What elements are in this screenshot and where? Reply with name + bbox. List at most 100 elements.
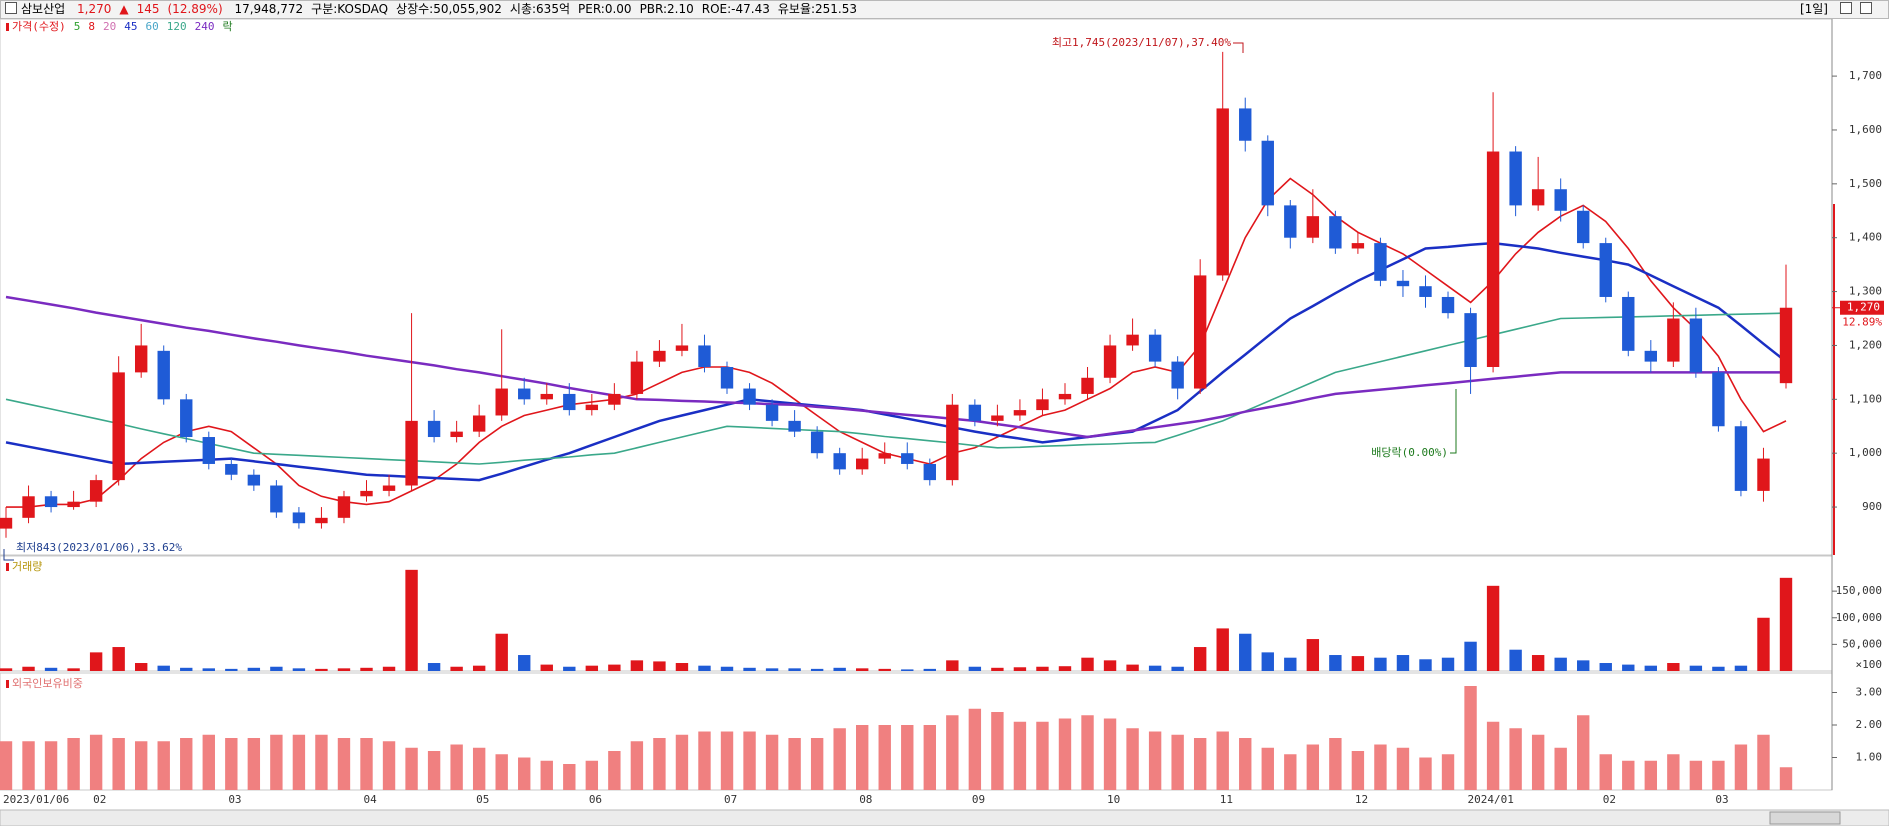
candle-body — [270, 485, 283, 513]
candle-body — [1757, 458, 1770, 491]
y-tick-label: 150,000 — [1836, 584, 1882, 597]
x-tick-label: 08 — [859, 793, 872, 806]
volume-bar — [202, 668, 215, 671]
close[interactable] — [1860, 2, 1872, 14]
candle-body — [495, 388, 508, 416]
foreign-bar — [788, 738, 801, 790]
arrow: ▲ — [119, 2, 129, 16]
high-arrow — [1233, 42, 1244, 53]
foreign-bar — [1036, 721, 1049, 790]
candle-body — [946, 404, 959, 481]
cap: 시총:635억 — [509, 2, 570, 16]
volume-bar — [833, 667, 846, 671]
candle-body — [157, 350, 170, 400]
x-tick-label: 06 — [589, 793, 602, 806]
foreign-bar — [1577, 715, 1590, 790]
foreign-bar — [585, 760, 599, 790]
candle-body — [1622, 296, 1635, 351]
legend-swatch — [6, 680, 9, 688]
candle-body — [292, 512, 306, 524]
candle-body — [878, 453, 891, 459]
candle-body — [698, 345, 711, 367]
candle-body — [1599, 243, 1612, 297]
legend-entry: 45 — [124, 20, 137, 33]
dividend-annotation: 배당락(0.00%) — [1371, 446, 1448, 459]
foreign-bar — [1779, 767, 1793, 790]
foreign-bar — [1261, 747, 1274, 790]
volume-bar — [1374, 657, 1387, 671]
volume-bar — [1193, 647, 1207, 671]
volume-bar — [1757, 617, 1770, 671]
foreign-bar — [720, 731, 734, 790]
volume-bar — [653, 661, 666, 671]
foreign-bar — [923, 725, 936, 790]
candle-body — [44, 496, 58, 508]
candle-body — [1734, 426, 1748, 491]
volume-bar — [1644, 665, 1658, 671]
volume-bar — [427, 663, 441, 671]
candle-body — [1351, 243, 1365, 249]
change: 145 — [136, 2, 160, 16]
stock-name: 삼보산업 — [21, 2, 66, 16]
volume-bar — [518, 655, 531, 671]
candle-body — [1284, 205, 1297, 238]
header-bar: 삼보산업 1,270 ▲ 145 (12.89%) 17,948,772 구분:KOSD… — [0, 0, 1889, 19]
volume-bar — [1261, 652, 1274, 671]
volume-bar — [810, 668, 824, 671]
volume-bar — [608, 664, 621, 671]
candle-body — [1171, 361, 1184, 389]
volume-bar — [1712, 666, 1725, 671]
scroll-thumb[interactable] — [1769, 811, 1841, 825]
foreign-bar — [270, 734, 283, 790]
volume-bar — [337, 668, 351, 671]
volume-bar — [450, 666, 463, 671]
candle-body — [1126, 334, 1139, 346]
volume-bar — [788, 668, 801, 671]
foreign-bar — [67, 738, 80, 790]
volume-bar — [1171, 666, 1184, 671]
x-tick-label: 02 — [1603, 793, 1616, 806]
foreign-bar — [968, 708, 982, 790]
candle-body — [405, 420, 418, 486]
checkbox[interactable] — [5, 2, 17, 14]
candle-body — [1329, 216, 1342, 249]
volume-bar — [1509, 649, 1522, 671]
candle-body — [202, 437, 215, 464]
candle-body — [180, 399, 193, 438]
x-tick-label: 11 — [1220, 793, 1233, 806]
volume-bar — [1667, 663, 1680, 671]
foreign-bar — [1622, 760, 1635, 790]
foreign-bar — [450, 744, 463, 790]
foreign-bar — [1374, 744, 1387, 790]
volume-bar — [180, 667, 193, 671]
volume-bar — [901, 669, 914, 671]
foreign-bar — [1351, 751, 1365, 790]
candle-body — [337, 496, 351, 518]
volume-bar — [1622, 664, 1635, 671]
volume-bar — [112, 647, 125, 671]
volume-bar — [765, 668, 779, 671]
period[interactable]: [1일] — [1799, 2, 1828, 16]
low-annotation: 최저843(2023/01/06),33.62% — [16, 541, 182, 554]
foreign-bar — [1419, 757, 1432, 790]
price-tag — [1840, 300, 1884, 315]
panel-title: 거래량 — [12, 560, 42, 573]
volume-bar — [134, 663, 148, 671]
volume-bar — [1239, 633, 1252, 671]
foreign-bar — [427, 751, 441, 790]
volume-bar — [1577, 660, 1590, 671]
candle-body — [472, 415, 486, 432]
legend-entry: 5 — [74, 20, 81, 33]
foreign-bar — [1441, 754, 1455, 790]
moving-average — [5, 241, 1787, 482]
volume-bar — [292, 668, 306, 671]
foreign-bar — [112, 738, 125, 790]
foreign-bar — [1329, 738, 1342, 790]
foreign-bar — [0, 741, 13, 790]
volume-bar — [1036, 666, 1049, 671]
minimize[interactable] — [1840, 2, 1852, 14]
candle-body — [1058, 393, 1072, 400]
scrollbar[interactable] — [0, 809, 1889, 826]
y-tick-label: 900 — [1862, 500, 1882, 513]
foreign-bar — [946, 715, 959, 790]
